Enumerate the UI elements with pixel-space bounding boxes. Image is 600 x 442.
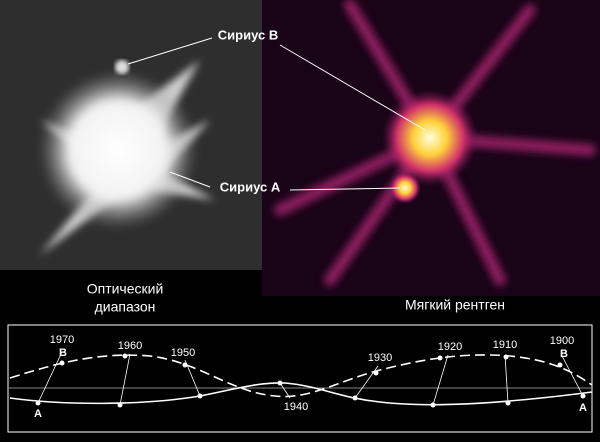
caption-optical: Оптический — [87, 281, 164, 297]
year-label: 1950 — [171, 347, 195, 359]
orbit-a — [9, 382, 593, 406]
optical-image — [0, 0, 262, 270]
star-a-label: A — [579, 402, 587, 414]
xray-image — [262, 0, 600, 296]
year-label: 1960 — [118, 340, 142, 352]
callout-line — [127, 37, 213, 65]
orbit-points — [35, 353, 586, 408]
star-a-label: A — [34, 408, 42, 420]
orbit-b — [9, 354, 593, 398]
star-b-label: B — [59, 347, 67, 359]
year-label: 1940 — [284, 401, 308, 413]
year-label: 1920 — [438, 341, 462, 353]
callout-line — [289, 187, 401, 191]
year-label: 1930 — [368, 352, 392, 364]
orbit-panel — [7, 324, 593, 433]
caption-xray: Мягкий рентген — [405, 297, 505, 313]
callout-line — [279, 44, 426, 131]
callouts — [127, 37, 426, 191]
year-label: 1900 — [550, 335, 574, 347]
callout-line — [169, 171, 211, 188]
caption-optical: диапазон — [95, 299, 156, 315]
year-label: 1970 — [50, 334, 74, 346]
label-sirius-b: Сириус B — [218, 27, 278, 42]
label-sirius-a: Сириус A — [220, 179, 281, 194]
year-label: 1910 — [493, 339, 517, 351]
star-b-label: B — [560, 348, 568, 360]
